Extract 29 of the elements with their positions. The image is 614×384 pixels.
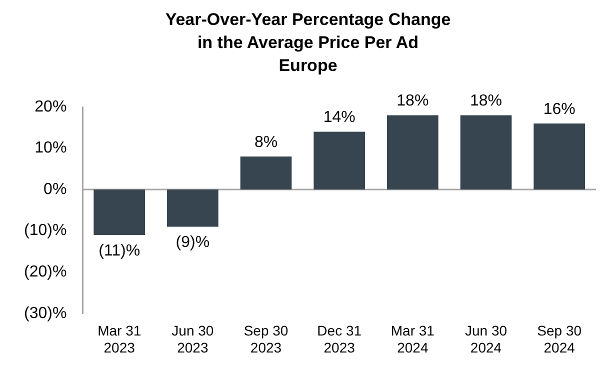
bar xyxy=(387,115,438,190)
bar xyxy=(240,156,292,190)
bar xyxy=(314,132,366,190)
bar xyxy=(94,190,146,235)
y-tick-label: (30)% xyxy=(24,304,67,322)
x-tick-label: Sep 30 2023 xyxy=(244,322,288,356)
x-tick-label: Sep 30 2024 xyxy=(537,322,582,356)
chart-subtitle: Europe xyxy=(278,55,338,77)
bar xyxy=(167,190,218,227)
x-tick-label: Jun 30 2024 xyxy=(464,322,508,356)
data-label: 18% xyxy=(470,92,502,110)
y-tick-label: 10% xyxy=(34,140,67,157)
x-tick-label: Mar 31 2023 xyxy=(98,322,142,356)
data-label: 14% xyxy=(323,109,356,126)
bar xyxy=(534,124,585,190)
y-tick-label: 20% xyxy=(34,98,67,116)
x-tick-label: Mar 31 2024 xyxy=(390,322,435,356)
x-tick-label: Jun 30 2023 xyxy=(172,322,214,356)
y-tick-label: 0% xyxy=(44,180,67,198)
data-label: 18% xyxy=(396,92,429,110)
bar xyxy=(460,115,512,190)
data-label: (11)% xyxy=(98,242,140,260)
data-label: 8% xyxy=(254,134,278,151)
data-label: 16% xyxy=(543,100,576,118)
y-tick-label: (10)% xyxy=(24,222,67,240)
y-tick-label: (20)% xyxy=(24,264,67,281)
chart-title: Year-Over-Year Percentage Change in the Average Price Per Ad xyxy=(164,9,452,54)
x-tick-label: Dec 31 2023 xyxy=(317,322,362,356)
data-label: (9)% xyxy=(176,234,210,252)
